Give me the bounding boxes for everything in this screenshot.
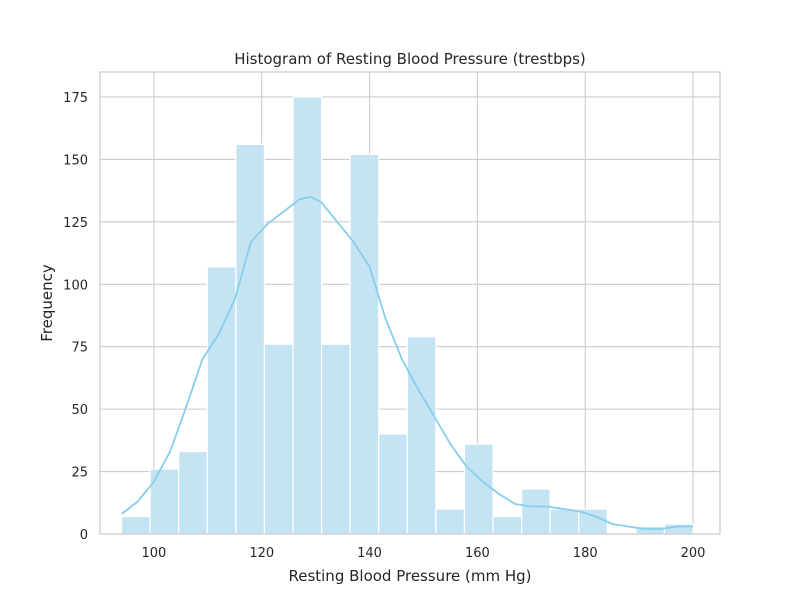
y-tick-label: 25: [71, 466, 88, 481]
histogram-bar: [320, 343, 351, 535]
x-tick-label: 160: [465, 546, 490, 561]
y-axis-label: Frequency: [38, 264, 56, 342]
histogram-bar: [435, 508, 466, 535]
y-tick-label: 125: [63, 216, 88, 231]
histogram-bar: [406, 336, 437, 535]
histogram-bar: [235, 143, 266, 535]
x-axis-label: Resting Blood Pressure (mm Hg): [288, 567, 531, 585]
axes-frame: [99, 71, 721, 535]
plot-area: 100 120 140 160 180 200 0 25 50 75 100 125 150 175: [63, 71, 721, 561]
histogram-bar: [120, 515, 151, 535]
x-tick-label: 140: [357, 546, 382, 561]
y-tick-label: 175: [63, 91, 88, 106]
histogram-bar: [463, 443, 494, 535]
y-tick-label: 0: [80, 528, 88, 543]
y-tick-label: 75: [71, 341, 88, 356]
y-tick-label: 100: [63, 278, 88, 293]
histogram-bar: [178, 450, 208, 535]
y-tick-label: 150: [63, 153, 88, 168]
x-tick-label: 100: [141, 546, 166, 561]
x-tick-label: 180: [573, 546, 598, 561]
x-tick-label: 120: [249, 546, 274, 561]
histogram-bar: [520, 488, 551, 535]
histogram-bar: [663, 523, 694, 535]
y-tick-label: 50: [71, 403, 88, 418]
histogram-bar: [378, 433, 408, 535]
histogram-bar: [292, 96, 323, 535]
histogram-bar: [549, 508, 580, 535]
kde-line: [121, 195, 693, 530]
x-tick-label: 200: [681, 546, 706, 561]
histogram-bar: [263, 343, 294, 535]
histogram-bar: [492, 515, 523, 535]
histogram-bar: [349, 153, 380, 535]
chart-title: Histogram of Resting Blood Pressure (tre…: [234, 50, 586, 68]
